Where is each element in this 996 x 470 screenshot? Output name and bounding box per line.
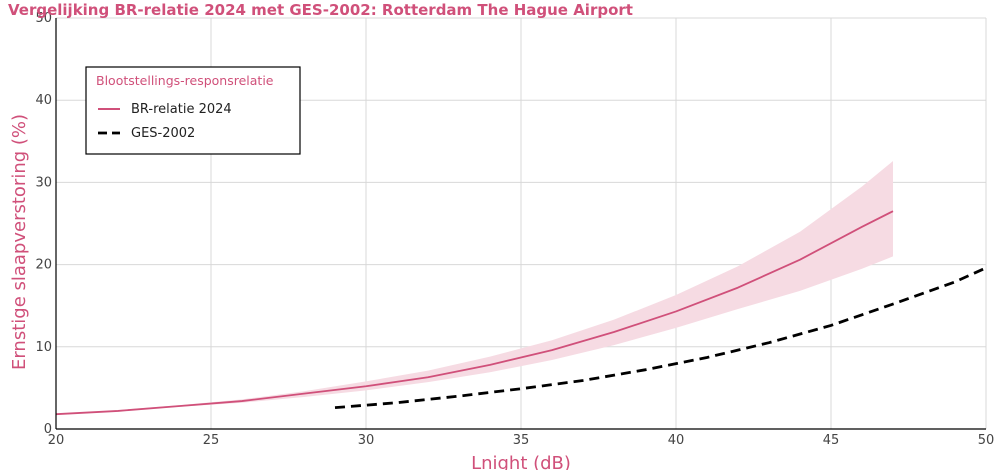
axes bbox=[55, 18, 986, 430]
legend: Blootstellings-responsrelatie BR-relatie… bbox=[85, 66, 301, 155]
legend-title: Blootstellings-responsrelatie bbox=[96, 73, 274, 88]
confidence-band bbox=[56, 161, 893, 415]
legend-box bbox=[85, 66, 301, 155]
x-tick-label: 40 bbox=[668, 433, 685, 448]
x-tick-label: 35 bbox=[513, 433, 530, 448]
x-axis-label: Lnight (dB) bbox=[471, 453, 571, 470]
x-tick-label: 20 bbox=[48, 433, 65, 448]
y-tick-label: 0 bbox=[44, 422, 52, 437]
series-lines bbox=[55, 210, 987, 416]
x-tick-label: 25 bbox=[203, 433, 220, 448]
y-tick-label: 50 bbox=[35, 11, 52, 26]
y-tick-label: 40 bbox=[35, 93, 52, 108]
chart-title: Vergelijking BR-relatie 2024 met GES-200… bbox=[8, 1, 633, 19]
tick-labels: 20 25 30 35 40 45 50 0 10 20 30 40 50 bbox=[35, 11, 994, 448]
y-tick-label: 30 bbox=[35, 175, 52, 190]
x-tick-label: 30 bbox=[358, 433, 375, 448]
y-axis-label: Ernstige slaapverstoring (%) bbox=[9, 114, 30, 370]
series-line-br2024 bbox=[55, 210, 894, 416]
y-tick-label: 10 bbox=[35, 340, 52, 355]
confidence-band-area bbox=[56, 161, 893, 415]
legend-label-ges2002: GES-2002 bbox=[131, 126, 195, 141]
x-tick-label: 45 bbox=[823, 433, 840, 448]
y-tick-label: 20 bbox=[35, 258, 52, 273]
series-line-ges2002 bbox=[334, 266, 987, 410]
x-tick-label: 50 bbox=[978, 433, 995, 448]
legend-label-br2024: BR-relatie 2024 bbox=[131, 102, 232, 117]
